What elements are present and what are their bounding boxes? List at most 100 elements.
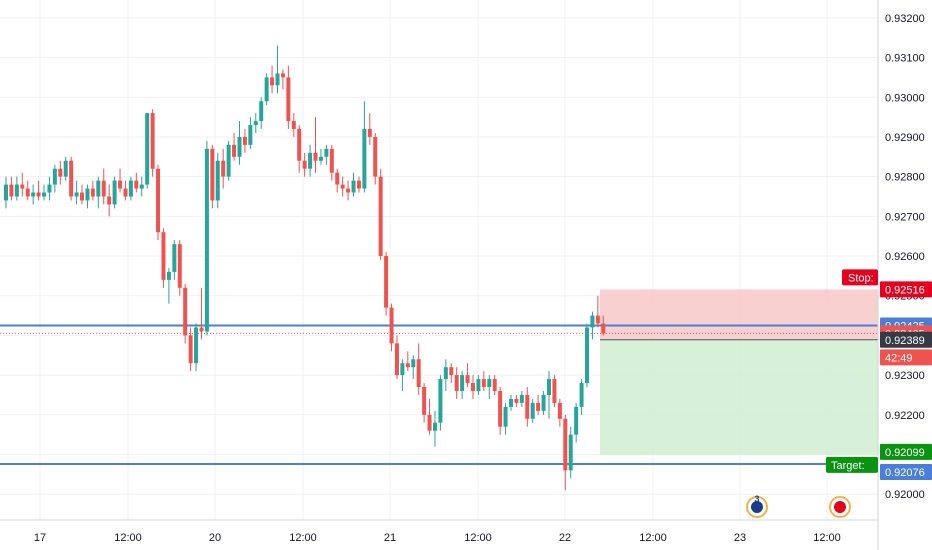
candle-body xyxy=(286,77,291,122)
candle xyxy=(508,394,513,411)
candle-body xyxy=(552,379,557,403)
candle-body xyxy=(63,160,68,177)
price-tag xyxy=(880,331,932,348)
candle xyxy=(427,398,432,435)
canada-flag-icon[interactable] xyxy=(829,496,851,518)
candle xyxy=(280,69,285,90)
x-tick-label: 21 xyxy=(384,532,396,544)
candle xyxy=(476,375,481,395)
price-tag-label: 0.92099 xyxy=(885,447,925,459)
candle xyxy=(177,240,182,296)
candle xyxy=(465,363,470,388)
candle xyxy=(31,184,36,205)
candle-body xyxy=(74,192,79,197)
candle-body xyxy=(519,394,524,403)
candle-body xyxy=(226,144,231,177)
candle-body xyxy=(177,244,182,288)
y-tick-label: 0.93000 xyxy=(885,92,925,104)
candle xyxy=(340,176,345,197)
candle-body xyxy=(530,402,535,419)
candle-body xyxy=(346,188,351,193)
candle xyxy=(460,371,465,399)
candle-body xyxy=(101,180,106,197)
price-tag-label: 0.92076 xyxy=(885,467,925,479)
candle xyxy=(4,176,8,209)
price-tag-label: 42:49 xyxy=(885,352,913,364)
candle-body xyxy=(248,125,253,145)
candle xyxy=(118,168,123,193)
candle xyxy=(128,176,133,201)
candle xyxy=(536,394,541,415)
candle-body xyxy=(400,363,405,376)
candle-body xyxy=(264,77,269,102)
candle-body xyxy=(118,180,123,189)
candle-body xyxy=(313,152,318,161)
candle xyxy=(107,184,112,217)
x-tick-label: 23 xyxy=(734,532,746,544)
candle xyxy=(552,375,557,407)
candle-body xyxy=(405,363,410,368)
candle xyxy=(210,144,215,209)
candle-body xyxy=(145,113,150,185)
x-tick-label: 20 xyxy=(209,532,221,544)
candle xyxy=(297,125,302,173)
candle-body xyxy=(335,172,340,185)
candle-body xyxy=(259,101,264,122)
candle-body xyxy=(31,192,36,197)
candle xyxy=(204,140,209,336)
candle-body xyxy=(362,129,367,189)
candle xyxy=(449,363,454,384)
candle-body xyxy=(47,184,52,193)
candle xyxy=(438,375,443,431)
y-tick-label: 0.93200 xyxy=(885,13,925,25)
x-tick-label: 12:00 xyxy=(639,532,667,544)
candle-body xyxy=(438,379,443,423)
y-tick-label: 0.92700 xyxy=(885,211,925,223)
candle xyxy=(595,295,600,328)
candle xyxy=(470,375,475,399)
event-flag xyxy=(834,501,846,513)
candle xyxy=(432,410,437,447)
price-tags: 0.925160.924250.9240542:490.923890.92099… xyxy=(826,269,932,481)
candle-body xyxy=(308,152,313,169)
candle xyxy=(378,168,383,260)
x-tick-label: 12:00 xyxy=(289,532,317,544)
y-tick-label: 0.92200 xyxy=(885,410,925,422)
candle xyxy=(356,176,361,193)
candle-body xyxy=(42,192,47,197)
candle-body xyxy=(601,323,606,334)
candle-body xyxy=(318,156,323,161)
candle-body xyxy=(356,180,361,189)
candle xyxy=(139,176,144,197)
candle xyxy=(20,172,25,197)
candle xyxy=(405,351,410,372)
price-tag-label: 0.92516 xyxy=(885,284,925,296)
candle xyxy=(514,394,519,407)
stop-label-box xyxy=(842,269,878,286)
candle xyxy=(237,121,242,165)
candle xyxy=(194,323,199,372)
candle-body xyxy=(4,184,8,201)
candle xyxy=(74,180,79,205)
candle-body xyxy=(536,402,541,411)
candle-body xyxy=(204,148,209,332)
candle-body xyxy=(9,184,14,197)
candle-body xyxy=(134,180,139,189)
event-markers[interactable]: 3 xyxy=(746,494,851,518)
candle xyxy=(318,148,323,165)
candle-body xyxy=(514,398,519,403)
candle xyxy=(373,132,378,185)
candle-body xyxy=(237,136,242,157)
candle xyxy=(585,323,590,388)
candle xyxy=(308,144,313,177)
australia-flag-icon[interactable]: 3 xyxy=(746,494,768,518)
candle-body xyxy=(568,434,573,471)
candle xyxy=(270,65,275,94)
candle xyxy=(422,383,427,423)
candle xyxy=(52,164,57,193)
candle-body xyxy=(470,383,475,391)
x-tick-label: 12:00 xyxy=(813,532,841,544)
candle xyxy=(275,45,280,94)
y-tick-label: 0.92000 xyxy=(885,489,925,501)
